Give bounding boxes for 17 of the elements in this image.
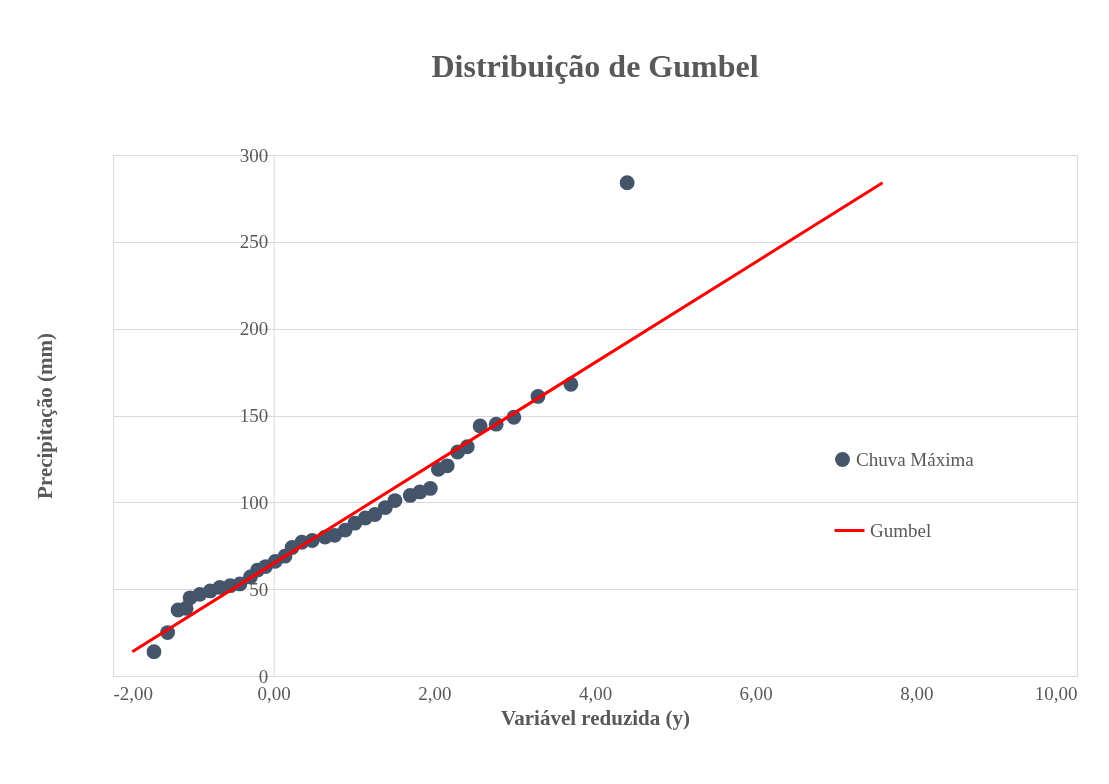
y-tick-label: 100 bbox=[239, 491, 269, 513]
y-tick-label: 200 bbox=[239, 318, 269, 340]
x-tick-label: 8,00 bbox=[900, 682, 934, 704]
x-tick-label: 6,00 bbox=[739, 682, 773, 704]
y-tick-label: 50 bbox=[249, 578, 269, 600]
x-tick-label: 10,00 bbox=[1034, 682, 1078, 704]
legend-label: Gumbel bbox=[870, 519, 932, 541]
legend-label: Chuva Máxima bbox=[856, 448, 975, 470]
chart-title: Distribuição de Gumbel bbox=[431, 48, 759, 84]
x-tick-label: -2,00 bbox=[113, 682, 154, 704]
x-tick-label: 4,00 bbox=[578, 682, 613, 704]
y-axis-title: Precipitação (mm) bbox=[32, 333, 57, 499]
y-tick-label: 150 bbox=[239, 405, 269, 426]
x-axis-title: Variável reduzida (y) bbox=[501, 705, 690, 730]
y-tick-label: 300 bbox=[239, 144, 269, 166]
y-tick-label: 250 bbox=[239, 231, 269, 253]
x-tick-label: 2,00 bbox=[418, 682, 452, 704]
